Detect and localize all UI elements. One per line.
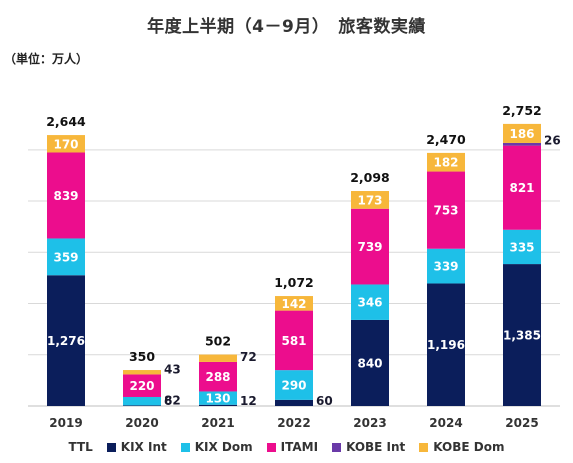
data-label: 335 [509,240,534,254]
data-label: 43 [164,362,181,376]
data-label: 142 [281,297,306,311]
legend: TTL KIX Int KIX Dom ITAMI KOBE Int KOBE … [0,440,573,454]
data-label: 1,385 [503,329,541,343]
legend-swatch [266,442,276,452]
total-label: 2,752 [502,103,542,118]
total-label: 2,098 [350,170,390,185]
bar-segment [351,208,389,285]
x-tick-label: 2023 [353,416,386,430]
bar-segment [199,354,237,362]
data-label: 739 [357,240,382,254]
bar-segment [275,296,313,311]
data-label: 82 [164,393,181,407]
data-label: 290 [281,378,306,392]
bar-segment [275,310,313,371]
bar-segment [351,191,389,209]
x-tick-label: 2021 [201,416,234,430]
data-label: 839 [53,189,78,203]
legend-kix-int: KIX Int [106,440,167,454]
x-tick-label: 2022 [277,416,310,430]
legend-swatch [419,442,429,452]
x-tick-label: 2019 [49,416,82,430]
bar-segment [427,248,465,284]
data-label: 220 [129,379,154,393]
legend-label: KOBE Dom [433,440,505,454]
data-label: 1,276 [47,334,85,348]
bar-segment [503,123,541,143]
data-label: 288 [205,370,230,384]
bar-segment [47,135,85,153]
bar-segment [199,391,237,405]
bar-segment [199,404,237,406]
chart-title: 年度上半期（4－9月） 旅客数実績 [147,17,426,37]
legend-kobe-int: KOBE Int [332,440,405,454]
data-label: 173 [357,193,382,207]
x-tick-label: 2024 [429,416,462,430]
bar-segment [123,370,161,375]
data-label: 170 [53,137,78,151]
bar-segment [427,283,465,406]
bar-segment [427,152,465,172]
data-label: 6 [164,394,172,408]
bar-segment [199,361,237,392]
legend-swatch [332,442,342,452]
legend-kobe-dom: KOBE Dom [419,440,505,454]
data-label: 581 [281,334,306,348]
bar-segment [351,284,389,320]
legend-ttl-label: TTL [68,440,93,454]
bar-segment [47,238,85,276]
data-label: 346 [357,296,382,310]
legend-itami: ITAMI [266,440,319,454]
data-label: 26 [544,134,561,148]
bar-segment [503,142,541,146]
data-label: 12 [240,394,257,408]
bar-segment [47,152,85,239]
x-tick-label: 2020 [125,416,158,430]
total-label: 502 [205,334,231,349]
data-label: 821 [509,181,534,195]
bar-segment [123,405,161,406]
data-label: 60 [316,394,333,408]
legend-ttl: TTL [69,440,93,454]
bar-segment [351,319,389,406]
bar-segment [503,229,541,265]
legend-label: KIX Dom [194,440,253,454]
legend-kix-dom: KIX Dom [180,440,253,454]
bar-segment [427,171,465,249]
bar-segment [275,399,313,406]
legend-swatch [180,442,190,452]
bar-segment [47,275,85,406]
legend-label: KIX Int [120,440,167,454]
data-label: 182 [433,156,458,170]
legend-swatch [106,442,116,452]
total-label: 350 [129,349,155,364]
data-label: 1,196 [427,338,465,352]
x-tick-label: 2025 [505,416,538,430]
bar-segment [123,374,161,397]
legend-label: ITAMI [280,440,319,454]
data-label: 186 [509,127,534,141]
bar-segment [503,264,541,406]
total-label: 2,644 [46,114,86,129]
legend-label: KOBE Int [346,440,406,454]
total-label: 2,470 [426,132,466,147]
data-label: 72 [240,350,257,364]
bar-segment [503,145,541,230]
data-label: 359 [53,250,78,264]
data-label: 840 [357,356,382,370]
data-label: 130 [205,392,230,406]
data-label: 339 [433,260,458,274]
total-label: 1,072 [274,275,314,290]
unit-label: （単位：万人） [4,52,89,66]
bar-segment [123,396,161,406]
bar-segment [275,370,313,400]
data-label: 753 [433,204,458,218]
